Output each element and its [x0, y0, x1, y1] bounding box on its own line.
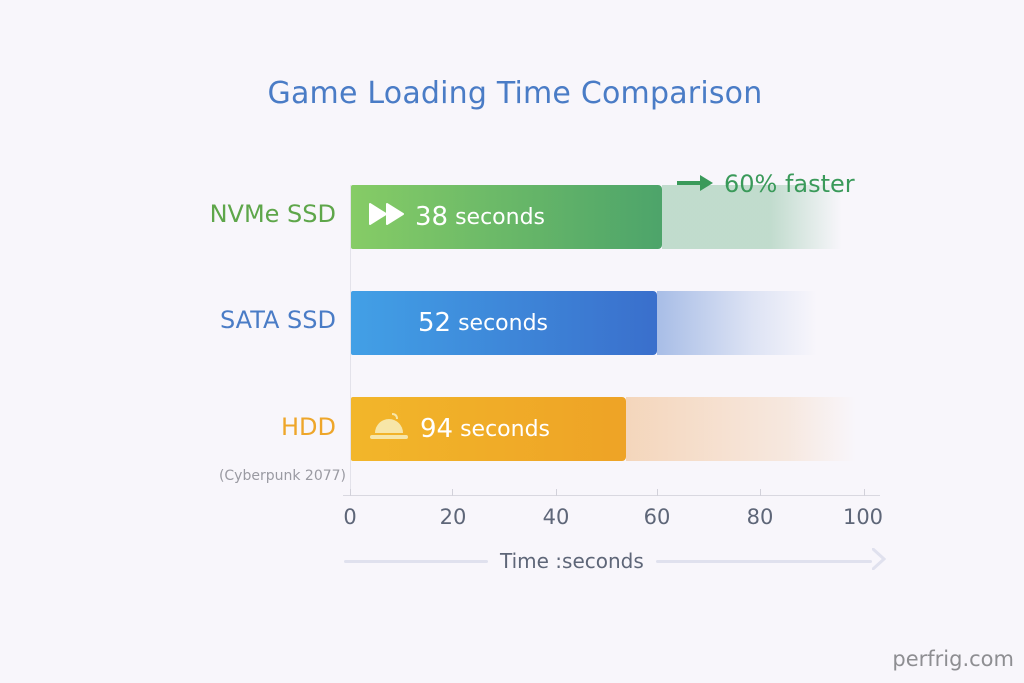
bar-value: 94: [420, 414, 454, 444]
bar-tail-nvme: [662, 185, 842, 249]
bar-tail-sata: [657, 291, 817, 355]
speed-annotation: 60% faster: [676, 170, 855, 198]
bar-tail-hdd: [626, 397, 856, 461]
arrow-right-icon: [676, 170, 714, 198]
bar-unit: seconds: [455, 204, 546, 230]
x-axis-label: Time :seconds: [500, 549, 644, 573]
annotation-text: 60% faster: [724, 170, 855, 198]
x-tick: [350, 489, 351, 496]
x-tick-label: 40: [542, 505, 570, 529]
game-note: (Cyberpunk 2077): [218, 468, 346, 484]
x-tick: [760, 489, 761, 496]
x-tick-label: 0: [343, 505, 357, 529]
x-tick-label: 60: [643, 505, 671, 529]
bar-sata-ssd: 52 seconds: [351, 291, 657, 355]
x-tick: [556, 489, 557, 496]
bar-unit: seconds: [460, 416, 551, 442]
category-label-sata: SATA SSD: [219, 306, 336, 334]
x-axis-line: [343, 495, 880, 496]
bar-nvme-ssd: 38 seconds: [351, 185, 662, 249]
x-tick-label: 20: [439, 505, 467, 529]
x-axis-title: Time :seconds: [344, 547, 887, 574]
x-tick-label: 80: [746, 505, 774, 529]
x-axis-title-line: [344, 559, 488, 563]
category-label-hdd: HDD: [280, 413, 336, 441]
x-tick: [657, 489, 658, 496]
bar-value: 38: [415, 202, 449, 232]
bar-value: 52: [418, 308, 452, 338]
watermark: perfrig.com: [892, 647, 1014, 671]
service-bell-icon: [368, 411, 410, 447]
y-axis-line: [350, 185, 351, 495]
fast-forward-icon: [369, 203, 405, 231]
x-axis-title-line: [655, 559, 872, 563]
category-label-nvme: NVMe SSD: [209, 200, 336, 228]
x-tick: [452, 489, 453, 496]
arrow-right-icon: [871, 547, 887, 574]
x-tick-label: 100: [842, 505, 884, 529]
chart-title: Game Loading Time Comparison: [267, 76, 763, 111]
x-tick: [864, 489, 865, 496]
bar-unit: seconds: [458, 310, 549, 336]
bar-hdd: 94 seconds: [351, 397, 626, 461]
